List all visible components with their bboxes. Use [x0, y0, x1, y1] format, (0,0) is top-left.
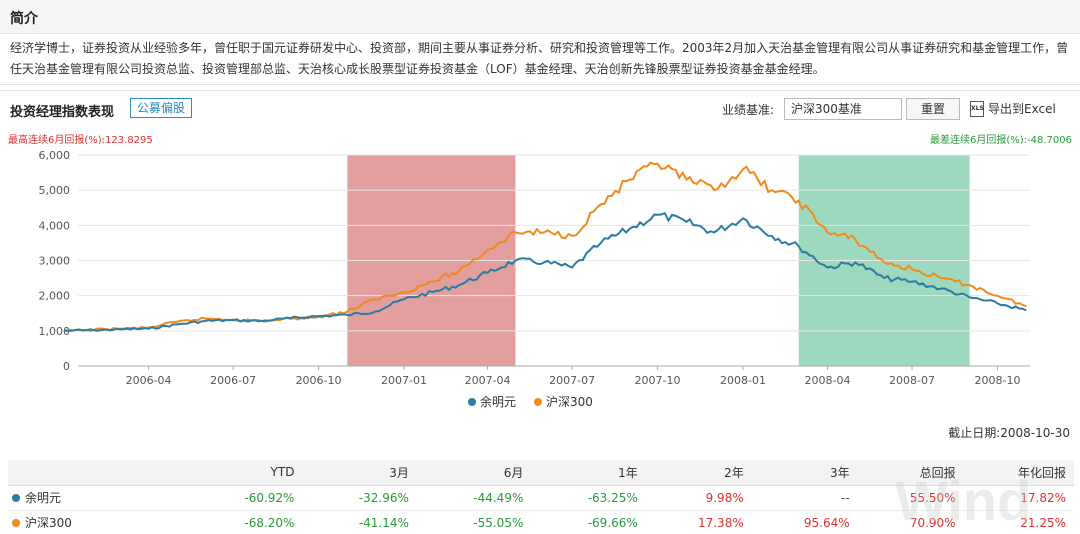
y-tick-label: 6,000 [39, 149, 71, 162]
table-row: 余明元 -60.92% -32.96% -44.49% -63.25% 9.98% -- 55… [8, 485, 1074, 511]
table-cell: 21.25% [963, 510, 1074, 534]
y-tick-label: 5,000 [39, 184, 71, 197]
section-title: 投资经理指数表现 [10, 105, 115, 120]
intro-text: 经济学博士，证券投资从业经验多年，曾任职于国元证券研发中心、投资部，期间主要从事… [10, 41, 1069, 76]
legend-dot-icon [534, 398, 542, 406]
x-tick-label: 2008-10 [975, 374, 1021, 387]
table-cell: 95.64% [751, 510, 858, 534]
y-tick-label: 2,000 [39, 290, 71, 303]
table-header [8, 460, 188, 486]
x-tick-label: 2007-10 [635, 374, 681, 387]
table-header: 6月 [416, 460, 532, 486]
x-tick-label: 2006-04 [126, 374, 172, 387]
y-tick-label: 4,000 [39, 219, 71, 232]
table-cell: 17.38% [645, 510, 752, 534]
x-tick-label: 2008-01 [720, 374, 766, 387]
table-row: 沪深300 -68.20% -41.14% -55.05% -69.66% 17.38% 9… [8, 510, 1074, 534]
performance-chart[interactable]: 0 1,000 2,000 3,000 4,000 5,000 6,000 2006-04 20… [0, 140, 1080, 420]
x-tick-label: 2007-04 [465, 374, 511, 387]
best-6m-return: 最高连续6月回报(%):123.8295 [8, 135, 153, 146]
series-line-manager [64, 211, 1027, 332]
intro-header: 简介 [0, 0, 1080, 34]
reset-button[interactable]: 重置 [906, 98, 960, 120]
table-header: 2年 [645, 460, 752, 486]
legend-label: 余明元 [480, 394, 516, 409]
category-tag[interactable]: 公募偏股 [130, 98, 193, 118]
benchmark-label: 业绩基准: [722, 103, 775, 117]
table-cell: 17.82% [963, 485, 1074, 511]
table-cell: -44.49% [416, 485, 532, 511]
legend-label: 沪深300 [546, 395, 593, 409]
table-cell: 55.50% [857, 485, 964, 511]
table-header: 总回报 [857, 460, 964, 486]
table-cell: -32.96% [302, 485, 417, 511]
table-header: 年化回报 [963, 460, 1074, 486]
excel-icon: XLS [970, 100, 984, 117]
export-label: 导出到Excel [988, 102, 1056, 116]
table-cell: 9.98% [645, 485, 752, 511]
divider [0, 90, 1080, 91]
table-header: 3月 [302, 460, 417, 486]
table-header: YTD [188, 460, 303, 486]
divider [0, 84, 1080, 85]
table-header: 3年 [751, 460, 858, 486]
as-of-date: 截止日期:2008-10-30 [948, 426, 1070, 440]
series-dot-icon [12, 494, 20, 502]
table-cell: -68.20% [188, 510, 303, 534]
series-dot-icon [12, 519, 20, 527]
x-tick-label: 2006-10 [296, 374, 342, 387]
returns-table: YTD 3月 6月 1年 2年 3年 总回报 年化回报 余明元 -60.92% -3… [8, 460, 1074, 534]
intro-title: 简介 [10, 11, 38, 27]
legend-dot-icon [468, 398, 476, 406]
table-cell: -60.92% [188, 485, 303, 511]
export-excel-button[interactable]: XLS 导出到Excel [970, 100, 1056, 117]
table-cell: -55.05% [416, 510, 532, 534]
y-tick-label: 1,000 [39, 325, 71, 338]
table-cell: -63.25% [531, 485, 646, 511]
y-tick-label: 0 [63, 360, 70, 373]
x-tick-label: 2008-07 [889, 374, 935, 387]
table-header-row: YTD 3月 6月 1年 2年 3年 总回报 年化回报 [8, 460, 1074, 486]
row-name: 余明元 [8, 485, 188, 511]
row-name: 沪深300 [8, 510, 188, 534]
worst-6m-return: 最差连续6月回报(%):-48.7006 [929, 135, 1072, 146]
table-cell: 70.90% [857, 510, 964, 534]
y-tick-label: 3,000 [39, 255, 71, 268]
x-tick-label: 2006-07 [210, 374, 256, 387]
x-tick-label: 2008-04 [805, 374, 851, 387]
table-cell: -69.66% [531, 510, 646, 534]
x-tick-label: 2007-07 [549, 374, 595, 387]
table-cell: -- [751, 485, 858, 511]
benchmark-select[interactable]: 沪深300基准 [784, 98, 902, 120]
table-header: 1年 [531, 460, 646, 486]
x-tick-label: 2007-01 [381, 374, 427, 387]
table-cell: -41.14% [302, 510, 417, 534]
